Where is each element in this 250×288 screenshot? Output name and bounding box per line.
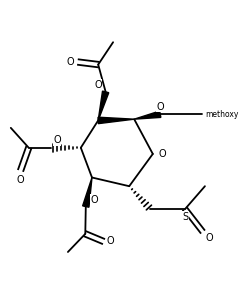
Polygon shape (98, 91, 108, 120)
Text: O: O (17, 175, 24, 185)
Text: methoxy: methoxy (204, 110, 238, 119)
Text: O: O (156, 102, 164, 112)
Text: S: S (181, 211, 188, 221)
Text: O: O (90, 195, 98, 204)
Polygon shape (82, 177, 92, 207)
Text: O: O (53, 135, 60, 145)
Polygon shape (134, 111, 160, 119)
Text: O: O (67, 57, 74, 67)
Text: O: O (158, 149, 165, 159)
Text: O: O (204, 233, 212, 242)
Text: O: O (106, 236, 113, 246)
Text: O: O (94, 80, 102, 90)
Polygon shape (98, 117, 134, 124)
